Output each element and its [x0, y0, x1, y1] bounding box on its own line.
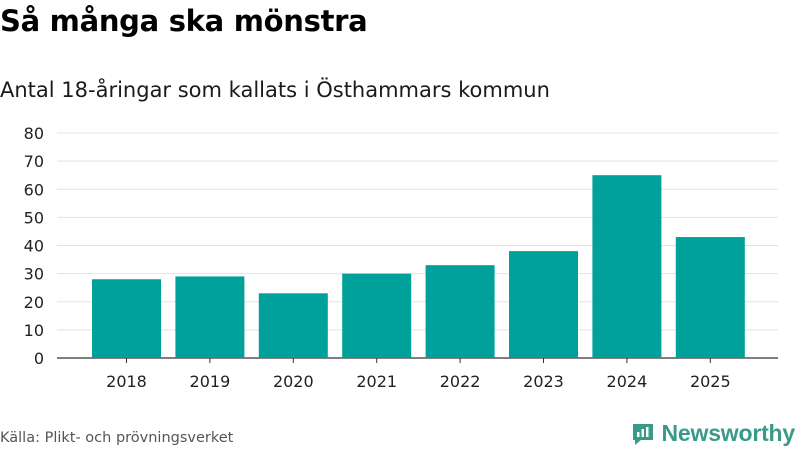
bar-2025	[675, 237, 745, 358]
x-tick-label: 2021	[356, 372, 397, 391]
y-tick-label: 40	[24, 237, 44, 256]
x-tick-label: 2023	[523, 372, 564, 391]
bar-2022	[425, 265, 495, 358]
chart-subtitle: Antal 18-åringar som kallats i Östhammar…	[0, 78, 550, 102]
x-tick-label: 2018	[106, 372, 147, 391]
x-tick-label: 2019	[190, 372, 231, 391]
brand-name: Newsworthy	[661, 420, 796, 446]
x-tick-label: 2020	[273, 372, 314, 391]
newsworthy-logo-icon	[632, 423, 653, 445]
x-axis-ticks: 2018 2019 2020 2021 2022 2023 2024 2025	[106, 358, 731, 391]
bar-2023	[509, 251, 578, 358]
y-axis-ticks: 0 10 20 30 40 50 60 70 80	[24, 124, 44, 368]
y-tick-label: 60	[24, 180, 44, 199]
x-tick-label: 2022	[440, 372, 481, 391]
y-tick-label: 50	[24, 208, 44, 227]
bar-2020	[258, 293, 328, 358]
y-tick-label: 70	[24, 152, 44, 171]
x-tick-label: 2024	[607, 372, 648, 391]
bar-2019	[175, 276, 245, 358]
y-tick-label: 10	[24, 321, 44, 340]
bar-2021	[342, 273, 412, 358]
brand-logo: Newsworthy	[630, 420, 795, 447]
bar-2024	[592, 175, 662, 358]
y-tick-label: 30	[24, 265, 44, 284]
source-note: Källa: Plikt- och prövningsverket	[0, 430, 234, 446]
bars	[92, 175, 745, 358]
bar-2018	[92, 279, 161, 358]
y-tick-label: 0	[34, 349, 44, 368]
x-tick-label: 2025	[690, 372, 731, 391]
gridlines	[57, 132, 778, 359]
y-tick-label: 20	[24, 293, 44, 312]
y-tick-label: 80	[24, 124, 44, 143]
chart-title: Så många ska mönstra	[0, 4, 368, 38]
